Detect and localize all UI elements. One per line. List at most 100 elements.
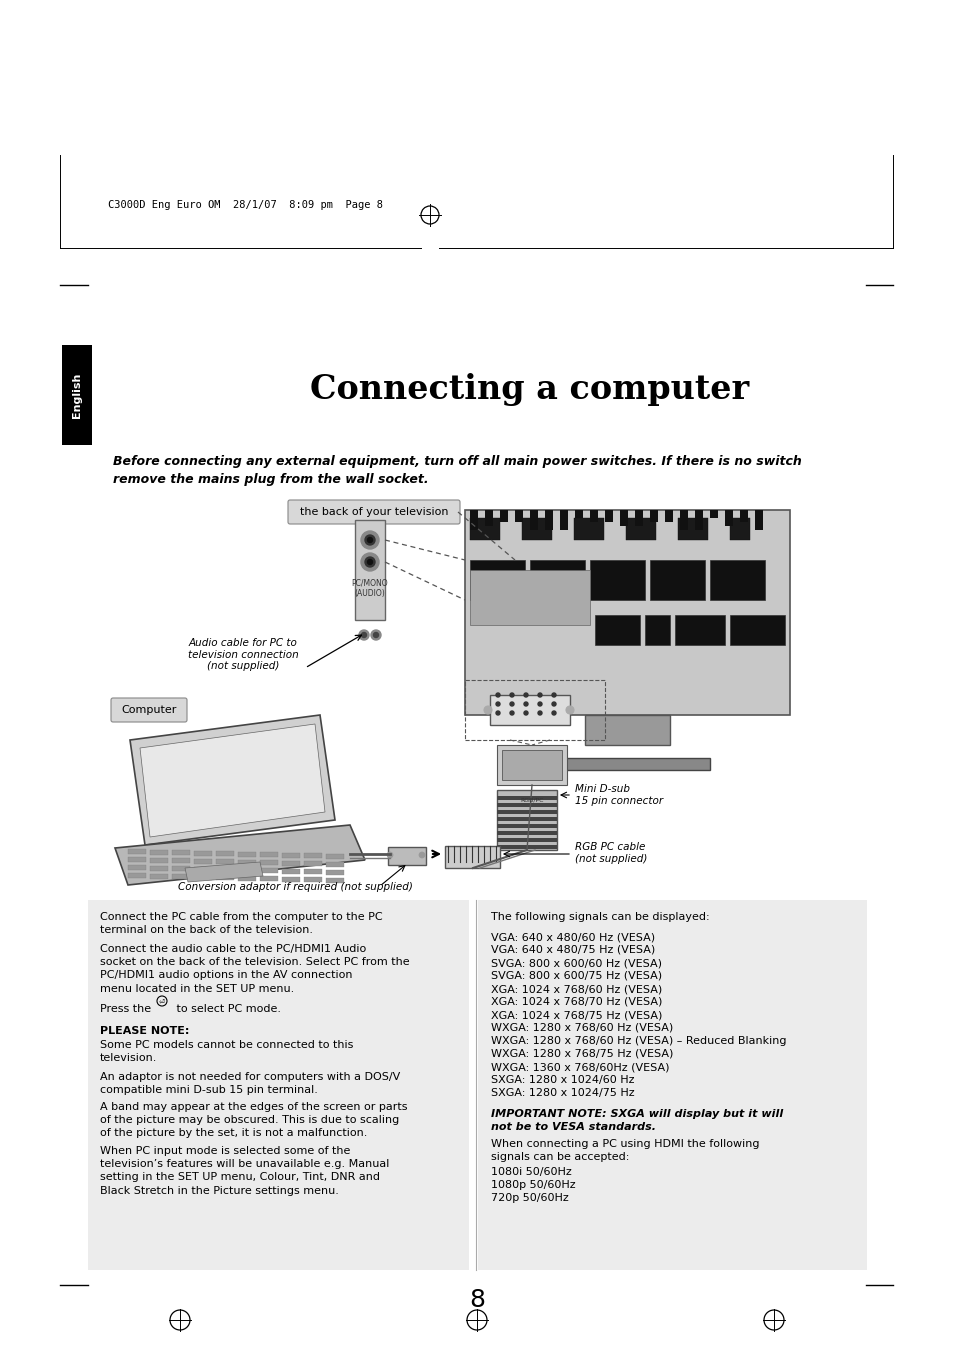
FancyBboxPatch shape [470,509,477,517]
FancyBboxPatch shape [128,873,146,878]
FancyBboxPatch shape [172,858,190,863]
FancyBboxPatch shape [150,866,168,870]
Text: Connect the audio cable to the PC/HDMI1 Audio
socket on the back of the televisi: Connect the audio cable to the PC/HDMI1 … [100,944,409,993]
Circle shape [496,693,499,697]
Text: Connecting a computer: Connecting a computer [310,373,749,407]
FancyBboxPatch shape [215,859,233,865]
Text: XGA: 1024 x 768/60 Hz (VESA): XGA: 1024 x 768/60 Hz (VESA) [491,984,661,994]
FancyBboxPatch shape [62,345,91,444]
Circle shape [360,553,378,571]
Text: ⏎: ⏎ [159,998,165,1004]
FancyBboxPatch shape [282,861,299,866]
Text: 720p 50/60Hz: 720p 50/60Hz [491,1193,568,1202]
Text: remove the mains plug from the wall socket.: remove the mains plug from the wall sock… [112,473,428,486]
Circle shape [371,630,380,640]
FancyBboxPatch shape [88,900,469,1270]
Text: English: English [71,373,82,417]
FancyBboxPatch shape [304,877,322,882]
FancyBboxPatch shape [288,500,459,524]
FancyBboxPatch shape [729,517,749,540]
Text: RGB/PC: RGB/PC [519,797,543,802]
Text: WXGA: 1360 x 768/60Hz (VESA): WXGA: 1360 x 768/60Hz (VESA) [491,1062,669,1071]
FancyBboxPatch shape [237,859,255,865]
Circle shape [358,630,369,640]
FancyBboxPatch shape [237,875,255,881]
FancyBboxPatch shape [515,509,522,530]
FancyBboxPatch shape [128,848,146,854]
Circle shape [360,531,378,549]
FancyBboxPatch shape [675,615,724,644]
Text: Press the: Press the [100,1004,154,1015]
FancyBboxPatch shape [150,858,168,862]
FancyBboxPatch shape [304,861,322,866]
Text: SXGA: 1280 x 1024/60 Hz: SXGA: 1280 x 1024/60 Hz [491,1075,634,1085]
FancyBboxPatch shape [497,824,557,828]
Circle shape [387,852,393,858]
Circle shape [496,711,499,715]
Circle shape [523,693,527,697]
FancyBboxPatch shape [215,867,233,871]
FancyBboxPatch shape [282,877,299,881]
FancyBboxPatch shape [484,509,493,530]
FancyBboxPatch shape [497,811,557,815]
FancyBboxPatch shape [111,698,187,721]
FancyBboxPatch shape [304,852,322,858]
FancyBboxPatch shape [444,846,499,867]
Circle shape [523,703,527,707]
FancyBboxPatch shape [664,509,672,517]
Circle shape [361,632,366,638]
FancyBboxPatch shape [470,561,524,600]
FancyBboxPatch shape [282,852,299,858]
Circle shape [418,852,424,858]
FancyBboxPatch shape [559,509,567,530]
Text: SVGA: 800 x 600/60 Hz (VESA): SVGA: 800 x 600/60 Hz (VESA) [491,958,661,969]
FancyBboxPatch shape [193,858,212,863]
Circle shape [552,703,556,707]
FancyBboxPatch shape [128,865,146,870]
FancyBboxPatch shape [304,869,322,874]
FancyBboxPatch shape [709,561,764,600]
FancyBboxPatch shape [193,874,212,880]
FancyBboxPatch shape [260,875,277,881]
FancyBboxPatch shape [470,570,589,626]
Circle shape [483,707,492,713]
FancyBboxPatch shape [521,517,552,540]
FancyBboxPatch shape [499,509,507,517]
FancyBboxPatch shape [282,869,299,874]
FancyBboxPatch shape [497,838,557,842]
Text: Some PC models cannot be connected to this
television.: Some PC models cannot be connected to th… [100,1040,353,1063]
Polygon shape [140,724,325,838]
FancyBboxPatch shape [619,509,627,530]
Text: 1080i 50/60Hz: 1080i 50/60Hz [491,1167,571,1177]
Text: PC/MONO
(AUDIO): PC/MONO (AUDIO) [352,578,388,597]
Circle shape [565,707,574,713]
FancyBboxPatch shape [575,509,582,517]
FancyBboxPatch shape [497,796,557,800]
FancyBboxPatch shape [530,561,584,600]
FancyBboxPatch shape [649,561,704,600]
Circle shape [510,703,514,707]
FancyBboxPatch shape [695,509,702,517]
Circle shape [523,711,527,715]
FancyBboxPatch shape [237,851,255,857]
FancyBboxPatch shape [388,847,426,865]
Text: IMPORTANT NOTE: SXGA will display but it will
not be to VESA standards.: IMPORTANT NOTE: SXGA will display but it… [491,1109,782,1132]
Text: the back of your television: the back of your television [299,507,448,517]
Text: The following signals can be displayed:: The following signals can be displayed: [491,912,709,921]
FancyBboxPatch shape [326,854,344,858]
FancyBboxPatch shape [215,851,233,857]
Circle shape [510,693,514,697]
FancyBboxPatch shape [497,802,557,807]
Text: WXGA: 1280 x 768/60 Hz (VESA) – Reduced Blanking: WXGA: 1280 x 768/60 Hz (VESA) – Reduced … [491,1036,785,1046]
FancyBboxPatch shape [625,517,656,540]
Circle shape [496,703,499,707]
Polygon shape [130,715,335,844]
Text: XGA: 1024 x 768/75 Hz (VESA): XGA: 1024 x 768/75 Hz (VESA) [491,1011,661,1020]
FancyBboxPatch shape [128,857,146,862]
Text: Audio cable for PC to
television connection
(not supplied): Audio cable for PC to television connect… [188,638,298,671]
FancyBboxPatch shape [544,509,553,530]
Circle shape [537,693,541,697]
FancyBboxPatch shape [477,900,866,1270]
FancyBboxPatch shape [530,509,537,521]
Circle shape [365,535,375,544]
